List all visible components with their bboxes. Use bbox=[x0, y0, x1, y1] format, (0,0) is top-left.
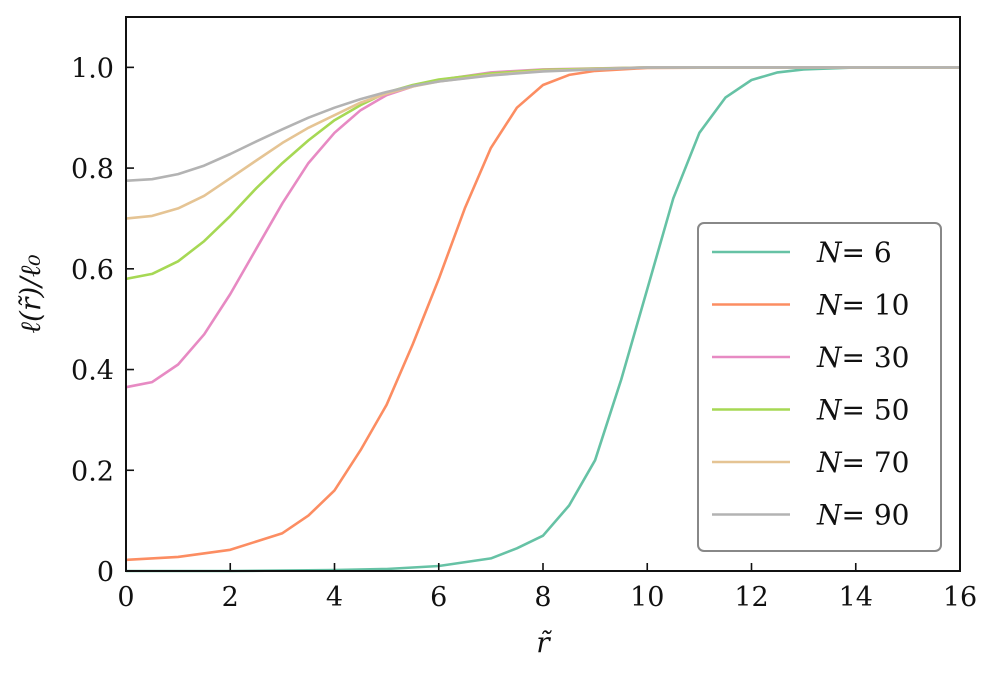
legend-label-1: N= 6 bbox=[816, 236, 892, 269]
x-tick-label: 2 bbox=[222, 582, 239, 613]
x-tick-label: 16 bbox=[943, 582, 977, 613]
y-tick-label: 0.8 bbox=[71, 154, 114, 185]
legend: N= 6 N= 10 N= 30 N= 50 N= 70 N= 90 bbox=[697, 222, 942, 552]
x-tick-label: 6 bbox=[430, 582, 447, 613]
series-layer bbox=[125, 66, 960, 573]
x-tick-label: 8 bbox=[534, 582, 551, 613]
x-tick-label: 14 bbox=[839, 582, 873, 613]
x-axis-label: r̃ bbox=[536, 626, 552, 659]
x-tick-label: 0 bbox=[117, 582, 134, 613]
x-tick-label: 4 bbox=[326, 582, 343, 613]
legend-label-4: N= 50 bbox=[816, 394, 910, 427]
series-line-2 bbox=[125, 66, 960, 562]
series-line-1 bbox=[126, 66, 960, 573]
y-tick-label: 0 bbox=[97, 557, 114, 588]
y-tick-label: 0.2 bbox=[71, 456, 114, 487]
series-line-4 bbox=[125, 66, 960, 281]
x-tick-label: 12 bbox=[734, 582, 768, 613]
legend-label-2: N= 10 bbox=[816, 289, 910, 322]
ticks-layer: 0 2 4 6 8 10 12 14 16 0 0.2 0.4 0.6 0.8 1.0 bbox=[71, 53, 977, 613]
legend-label-5: N= 70 bbox=[816, 446, 910, 479]
y-tick-label: 0.4 bbox=[71, 356, 114, 387]
legend-label-6: N= 90 bbox=[816, 499, 910, 532]
x-tick-label: 10 bbox=[630, 582, 664, 613]
y-axis-label: ℓ(r̃)/ℓ₀ bbox=[14, 254, 47, 333]
y-tick-label: 1.0 bbox=[71, 53, 114, 84]
y-tick-label: 0.6 bbox=[71, 255, 114, 286]
series-line-6 bbox=[125, 66, 960, 182]
legend-label-3: N= 30 bbox=[816, 341, 910, 374]
